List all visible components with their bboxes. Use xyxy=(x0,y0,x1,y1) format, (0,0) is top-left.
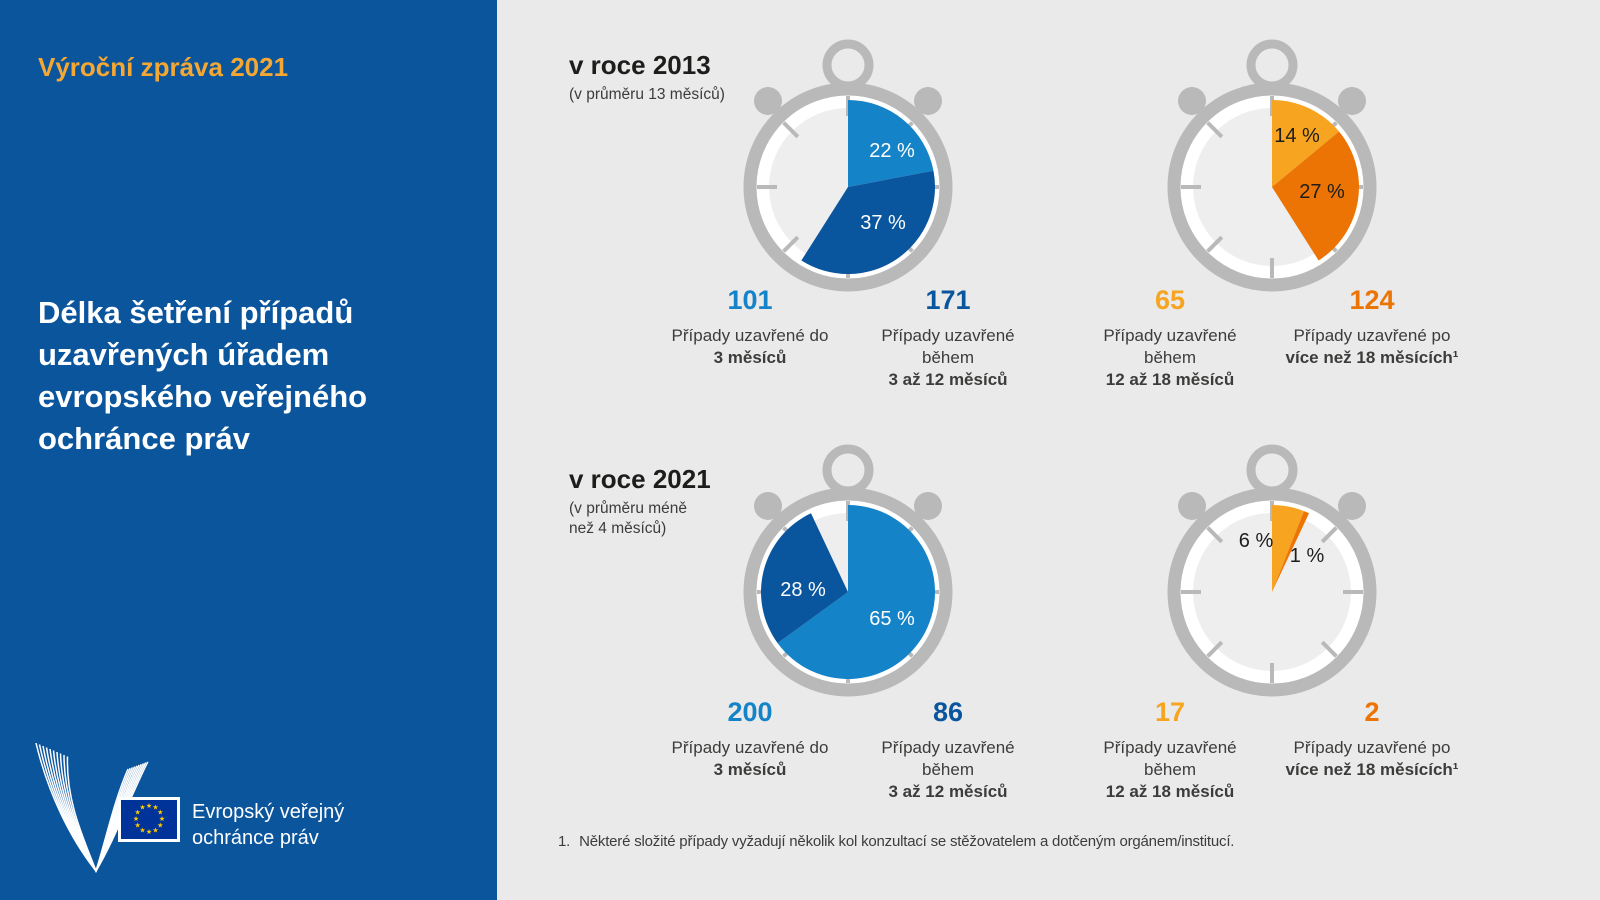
pusher-right-icon xyxy=(914,492,942,520)
stopwatch-2013-long-durations: 14 % 27 % xyxy=(1167,39,1377,292)
stat-value: 101 xyxy=(727,285,773,315)
stat-value: 65 xyxy=(1154,285,1186,315)
svg-text:★: ★ xyxy=(157,822,163,830)
footnote-text: Některé složité případy vyžadují několik… xyxy=(579,833,1235,850)
svg-text:★: ★ xyxy=(146,802,152,810)
svg-text:★: ★ xyxy=(152,826,158,834)
report-label: Výroční zpráva 2021 xyxy=(38,52,289,82)
stat-2021-closed-12-18-months: 17 Případy uzavřené během 12 až 18 měsíc… xyxy=(1050,697,1290,803)
svg-text:★: ★ xyxy=(135,809,141,817)
page-title-line: uzavřených úřadem xyxy=(38,337,330,372)
pusher-right-icon xyxy=(1338,492,1366,520)
stat-caption: Případy uzavřené během 12 až 18 měsíců xyxy=(1103,738,1237,801)
stat-caption: Případy uzavřené po více než 18 měsících… xyxy=(1285,738,1459,779)
svg-text:★: ★ xyxy=(157,809,163,817)
crown-icon xyxy=(1246,444,1298,496)
stat-value: 124 xyxy=(1349,285,1395,315)
section-heading-2021: v roce 2021 (v průměru méně než 4 měsíců… xyxy=(569,464,711,539)
pusher-left-icon xyxy=(754,492,782,520)
stat-value: 86 xyxy=(932,697,964,727)
stat-caption: Případy uzavřené během 3 až 12 měsíců xyxy=(881,326,1015,389)
stat-2013-closed-over-18-months: 124 Případy uzavřené po více než 18 měsí… xyxy=(1252,285,1492,369)
pusher-right-icon xyxy=(914,87,942,115)
pie-2013-blue xyxy=(801,99,936,275)
footnote-marker: 1. xyxy=(558,833,571,850)
footnote: 1. Některé složité případy vyžadují něko… xyxy=(558,833,1234,850)
stat-caption: Případy uzavřené během 12 až 18 měsíců xyxy=(1103,326,1237,389)
stat-value: 17 xyxy=(1154,697,1186,727)
page-title: Délka šetření případů uzavřených úřadem … xyxy=(38,292,367,460)
pusher-left-icon xyxy=(1178,492,1206,520)
page-title-line: Délka šetření případů xyxy=(38,295,354,330)
svg-text:★: ★ xyxy=(159,815,165,823)
section-year-2021: v roce 2021 xyxy=(569,464,711,494)
ombudsman-v-logo-icon xyxy=(35,743,149,873)
org-name-line: Evropský veřejný xyxy=(192,801,345,823)
pie-2021-blue xyxy=(761,505,936,679)
stopwatch-2021-long-durations: 6 % 1 % xyxy=(1167,444,1377,697)
section-year-2013: v roce 2013 xyxy=(569,50,711,80)
org-name: Evropský veřejný ochránce práv xyxy=(192,799,344,851)
pct-label: 14 % xyxy=(1274,125,1320,147)
section-subtitle-2021: (v průměru méně než 4 měsíců) xyxy=(569,500,688,537)
stat-caption: Případy uzavřené během 3 až 12 měsíců xyxy=(881,738,1015,801)
stat-2021-closed-3-12-months: 86 Případy uzavřené během 3 až 12 měsíců xyxy=(828,697,1068,803)
pusher-right-icon xyxy=(1338,87,1366,115)
svg-text:★: ★ xyxy=(133,815,139,823)
crown-icon xyxy=(1246,39,1298,91)
eu-flag-icon: ★ ★ ★ ★ ★ ★ ★ ★ ★ ★ ★ ★ xyxy=(118,797,180,842)
svg-text:★: ★ xyxy=(135,822,141,830)
pct-label: 65 % xyxy=(869,608,915,630)
pie-2013-orange xyxy=(1272,100,1360,261)
stat-value: 171 xyxy=(925,285,971,315)
stat-2021-closed-over-18-months: 2 Případy uzavřené po více než 18 měsící… xyxy=(1252,697,1492,781)
pct-label: 37 % xyxy=(860,212,906,234)
crown-icon xyxy=(822,444,874,496)
stat-value: 2 xyxy=(1364,697,1380,727)
svg-text:★: ★ xyxy=(146,828,152,836)
stopwatch-2021-short-durations: 28 % 65 % xyxy=(743,444,953,697)
sidebar: Výroční zpráva 2021 Délka šetření případ… xyxy=(0,0,497,900)
svg-text:★: ★ xyxy=(139,804,145,812)
pct-label: 1 % xyxy=(1290,545,1325,567)
stat-2013-closed-3-12-months: 171 Případy uzavřené během 3 až 12 měsíc… xyxy=(828,285,1068,391)
crown-icon xyxy=(822,39,874,91)
svg-text:★: ★ xyxy=(152,804,158,812)
stat-2013-closed-12-18-months: 65 Případy uzavřené během 12 až 18 měsíc… xyxy=(1050,285,1290,391)
stat-2021-closed-within-3-months: 200 Případy uzavřené do 3 měsíců xyxy=(630,697,870,781)
org-name-line: ochránce práv xyxy=(192,827,319,849)
stat-2013-closed-within-3-months: 101 Případy uzavřené do 3 měsíců xyxy=(630,285,870,369)
pie-2021-orange xyxy=(1272,505,1310,592)
pusher-left-icon xyxy=(754,87,782,115)
pct-label: 28 % xyxy=(780,579,826,601)
page-title-line: evropského veřejného xyxy=(38,379,368,414)
pct-label: 22 % xyxy=(869,140,915,162)
stat-caption: Případy uzavřené do 3 měsíců xyxy=(671,738,829,779)
pct-label: 27 % xyxy=(1299,181,1345,203)
section-heading-2013: v roce 2013 (v průměru 13 měsíců) xyxy=(569,50,725,105)
stat-value: 200 xyxy=(727,697,773,727)
pct-label: 6 % xyxy=(1239,530,1274,552)
svg-text:★: ★ xyxy=(139,826,145,834)
page-title-line: ochránce práv xyxy=(38,421,250,456)
stat-caption: Případy uzavřené do 3 měsíců xyxy=(671,326,829,367)
pusher-left-icon xyxy=(1178,87,1206,115)
stopwatch-2013-short-durations: 22 % 37 % xyxy=(743,39,953,292)
section-subtitle-2013: (v průměru 13 měsíců) xyxy=(569,86,725,103)
stat-caption: Případy uzavřené po více než 18 měsících… xyxy=(1285,326,1459,367)
